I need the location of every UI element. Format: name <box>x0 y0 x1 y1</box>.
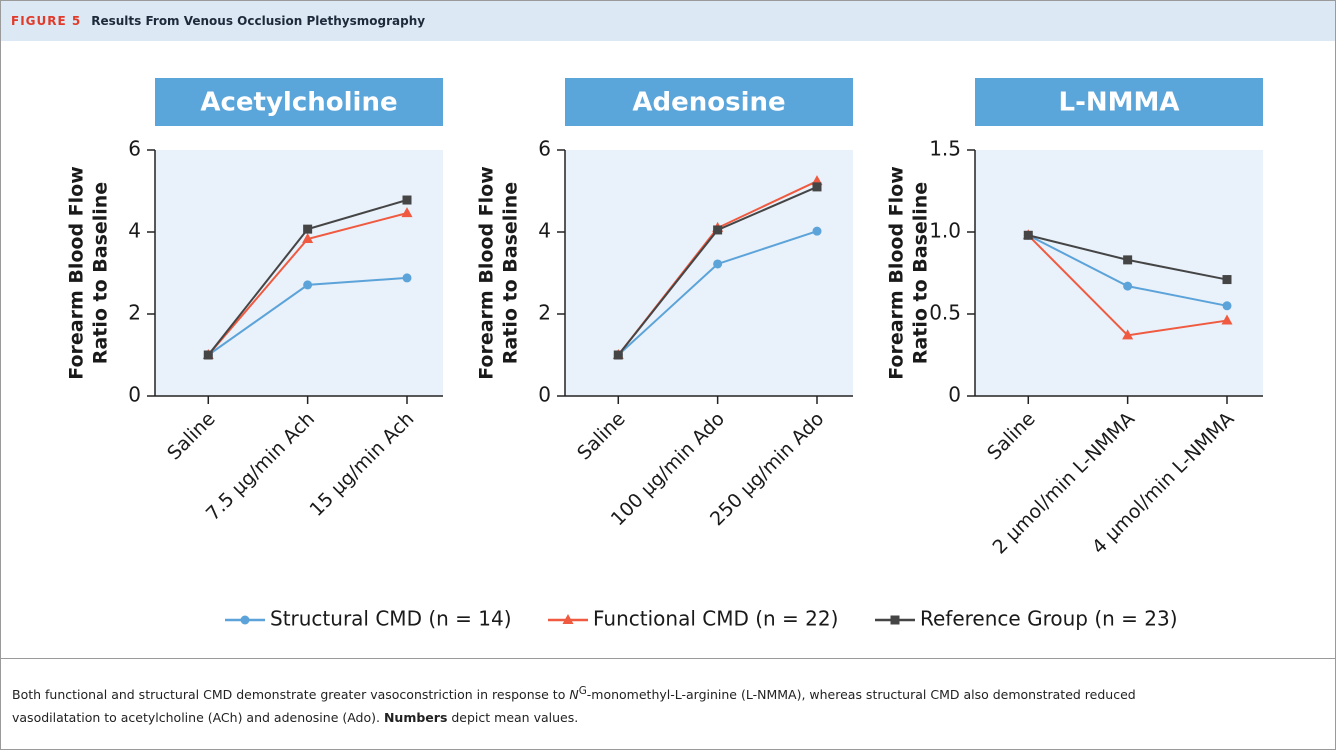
x-tick-label: Saline <box>573 408 630 465</box>
data-point <box>402 195 412 205</box>
figure-number: FIGURE 5 <box>11 14 82 28</box>
y-tick-label: 6 <box>128 137 141 161</box>
data-point <box>1222 301 1232 311</box>
data-point <box>303 224 313 234</box>
y-tick-label: 0 <box>538 383 551 407</box>
figure-title: Results From Venous Occlusion Plethysmog… <box>91 14 426 28</box>
y-tick-label: 6 <box>538 137 551 161</box>
legend-marker <box>890 615 900 625</box>
y-tick-label: 1.5 <box>929 137 961 161</box>
legend-label: Reference Group (n = 23) <box>920 607 1178 631</box>
y-tick-label: 4 <box>538 219 551 243</box>
plot-area <box>155 150 443 396</box>
caption-text: depict mean values. <box>447 710 579 726</box>
figure-header: FIGURE 5 Results From Venous Occlusion P… <box>1 1 1335 41</box>
y-axis-label: Ratio to Baseline <box>500 182 522 364</box>
x-tick-label: Saline <box>983 408 1040 465</box>
data-point <box>1221 314 1233 325</box>
caption-text: Both functional and structural CMD demon… <box>12 687 570 703</box>
title-box <box>565 78 853 126</box>
data-point <box>1122 329 1134 340</box>
caption: Both functional and structural CMD demon… <box>12 680 1212 729</box>
data-point <box>401 207 413 218</box>
data-point <box>402 273 412 283</box>
data-point <box>1123 281 1133 291</box>
data-point <box>303 280 313 290</box>
data-point <box>1023 230 1033 240</box>
y-tick-label: 2 <box>128 301 141 325</box>
chart-title: L-NMMA <box>1059 88 1180 118</box>
data-point <box>1222 275 1232 285</box>
legend-marker <box>562 614 574 624</box>
y-tick-label: 0 <box>948 383 961 407</box>
data-point <box>613 350 623 360</box>
data-point <box>812 182 822 192</box>
legend-label: Functional CMD (n = 22) <box>593 607 838 631</box>
y-tick-label: 1.0 <box>929 219 961 243</box>
divider <box>0 658 1336 659</box>
title-box <box>975 78 1263 126</box>
y-tick-label: 4 <box>128 219 141 243</box>
caption-italic: N <box>569 687 579 703</box>
data-point <box>713 259 723 269</box>
y-tick-label: 2 <box>538 301 551 325</box>
y-axis-label: Forearm Blood Flow <box>886 166 908 380</box>
legend-marker <box>240 615 250 625</box>
legend-label: Structural CMD (n = 14) <box>270 607 512 631</box>
caption-sup: G <box>578 685 587 697</box>
y-tick-label: 0.5 <box>929 301 961 325</box>
y-axis-label: Forearm Blood Flow <box>66 166 88 380</box>
plot-area <box>975 150 1263 396</box>
title-box <box>155 78 443 126</box>
chart-title: Acetylcholine <box>200 88 397 118</box>
chart-title: Adenosine <box>632 88 785 118</box>
data-point <box>302 232 314 243</box>
y-axis-label: Ratio to Baseline <box>910 182 932 364</box>
data-point <box>812 226 822 236</box>
data-point <box>1123 255 1133 265</box>
caption-bold: Numbers <box>383 710 448 726</box>
x-tick-label: 15 µg/min Ach <box>305 408 418 521</box>
x-tick-label: 7.5 µg/min Ach <box>202 408 319 525</box>
caption-text: -monomethyl-L-arginine (L-NMMA), whereas… <box>12 687 1136 726</box>
y-axis-label: Ratio to Baseline <box>90 182 112 364</box>
data-point <box>203 350 213 360</box>
y-axis-label: Forearm Blood Flow <box>476 166 498 380</box>
data-point <box>713 225 723 235</box>
x-tick-label: Saline <box>163 408 220 465</box>
y-tick-label: 0 <box>128 383 141 407</box>
